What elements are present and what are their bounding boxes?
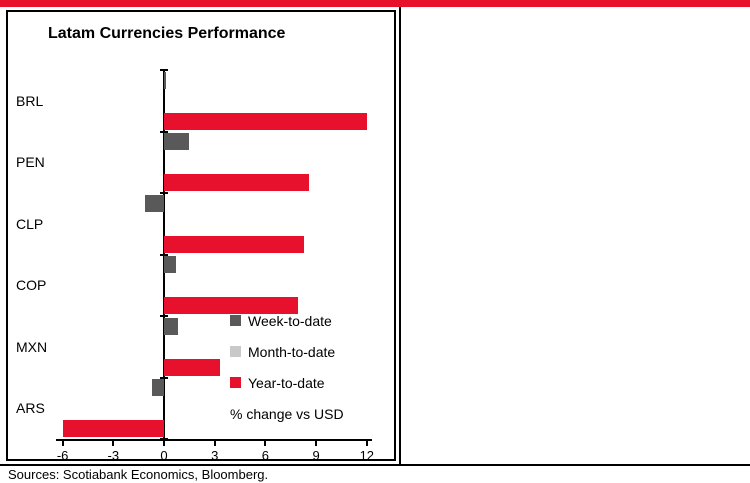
category-tick: [160, 130, 168, 133]
bar-year-to-date-pen: [164, 174, 310, 192]
bar-week-to-date-brl: [164, 71, 166, 89]
bar-week-to-date-cop: [164, 256, 176, 274]
category-tick: [160, 192, 168, 194]
x-tick: [264, 441, 267, 446]
legend-label: Month-to-date: [248, 344, 336, 360]
x-tick-label: 0: [160, 448, 168, 463]
page-divider-vertical-line: [399, 7, 401, 465]
bar-year-to-date-clp: [164, 235, 305, 253]
legend-item: Year-to-date: [230, 375, 370, 391]
category-label: COP: [16, 277, 47, 294]
legend-item: Month-to-date: [230, 344, 370, 360]
legend-label: Year-to-date: [248, 375, 325, 391]
legend-swatch-month-to-date: [230, 346, 241, 357]
x-tick: [163, 441, 165, 446]
page-divider-horizontal-line: [0, 464, 750, 466]
x-tick-label: 12: [359, 448, 375, 463]
category-label: PEN: [16, 154, 45, 171]
bar-week-to-date-mxn: [164, 317, 178, 335]
x-tick: [112, 441, 115, 446]
bar-year-to-date-brl: [164, 112, 367, 130]
x-axis-line: [56, 439, 372, 441]
category-label: BRL: [16, 92, 44, 109]
x-tick: [315, 441, 318, 446]
bar-week-to-date-pen: [164, 133, 190, 151]
top-red-accent-bar: [0, 0, 750, 7]
category-tick: [160, 253, 168, 256]
bar-year-to-date-cop: [164, 297, 298, 315]
chart-frame: Latam Currencies Performance -6 -3 0 3 6 9 12 B…: [6, 10, 396, 463]
category-label: CLP: [16, 215, 44, 232]
x-tick: [365, 441, 368, 446]
sources-text: Sources: Scotiabank Economics, Bloomberg…: [8, 467, 269, 482]
x-tick-label: -6: [56, 448, 69, 463]
legend-swatch-week-to-date: [230, 315, 241, 326]
legend-swatch-year-to-date: [230, 377, 241, 388]
legend-label: Week-to-date: [248, 313, 332, 329]
category-label: ARS: [16, 400, 45, 417]
x-tick-label: 3: [211, 448, 219, 463]
category-tick: [160, 438, 168, 440]
category-tick: [160, 69, 168, 71]
x-tick: [61, 441, 64, 446]
plot-area: -6 -3 0 3 6 9 12 BRL PEN CLP COP MXN ARS Week-to-date…: [8, 12, 394, 463]
chart-title: Latam Currencies Performance: [48, 25, 286, 42]
category-label: MXN: [16, 338, 48, 355]
x-tick-label: 9: [312, 448, 320, 463]
bar-week-to-date-ars: [152, 379, 164, 397]
category-tick: [160, 376, 168, 379]
x-tick: [213, 441, 216, 446]
bar-year-to-date-ars: [62, 420, 164, 438]
bar-week-to-date-clp: [145, 194, 164, 212]
x-tick-label: 6: [261, 448, 269, 463]
x-tick-label: -3: [107, 448, 120, 463]
axis-note: % change vs USD: [230, 406, 344, 422]
legend-item: Week-to-date: [230, 313, 370, 329]
bar-year-to-date-mxn: [164, 358, 220, 376]
category-tick: [160, 315, 168, 317]
